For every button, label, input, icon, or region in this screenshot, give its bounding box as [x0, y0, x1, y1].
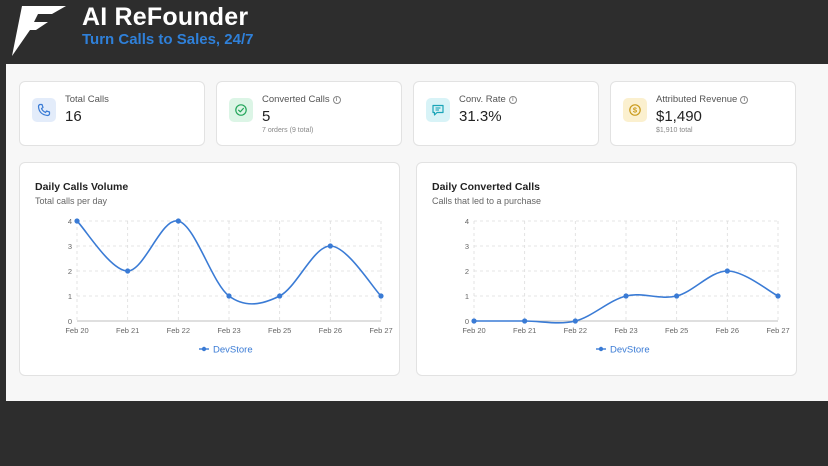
data-point [226, 293, 232, 299]
stat-value: 31.3% [459, 108, 502, 125]
stat-card-converted-calls: Converted Calls i 5 7 orders (9 total) [216, 81, 402, 146]
x-tick-label: Feb 21 [116, 326, 139, 335]
x-tick-label: Feb 27 [369, 326, 392, 335]
y-tick-label: 3 [465, 242, 469, 251]
y-tick-label: 1 [68, 292, 72, 301]
y-tick-label: 2 [68, 267, 72, 276]
x-tick-label: Feb 20 [462, 326, 485, 335]
check-circle-icon [229, 98, 253, 122]
stat-value: $1,490 [656, 108, 702, 125]
logo-icon [12, 6, 66, 56]
chart-title: Daily Converted Calls [432, 181, 540, 193]
x-tick-label: Feb 21 [513, 326, 536, 335]
chart-title: Daily Calls Volume [35, 181, 129, 193]
calls-volume-chart-card: Daily Calls Volume Total calls per day 0… [19, 162, 400, 376]
y-tick-label: 3 [68, 242, 72, 251]
info-icon[interactable]: i [740, 96, 749, 104]
y-tick-label: 2 [465, 267, 469, 276]
converted-calls-chart: 0 1 2 3 4 Feb 20 Feb 21 Feb 22 Feb 23 Feb 25 Feb 2… [462, 217, 789, 356]
y-tick-label: 0 [465, 317, 469, 326]
stat-value: 16 [65, 108, 82, 125]
legend-label: DevStore [213, 345, 253, 356]
stat-subtext: $1,910 total [656, 127, 693, 134]
x-tick-label: Feb 27 [766, 326, 789, 335]
data-point [623, 293, 629, 299]
converted-calls-chart-card: Daily Converted Calls Calls that led to … [416, 162, 797, 376]
data-point [471, 318, 477, 324]
data-point [378, 293, 384, 299]
data-point [572, 318, 578, 324]
x-tick-label: Feb 22 [564, 326, 587, 335]
data-point [125, 268, 131, 274]
x-tick-label: Feb 23 [217, 326, 240, 335]
legend-label: DevStore [610, 345, 650, 356]
chart-subtitle: Calls that led to a purchase [432, 196, 542, 206]
calls-volume-chart: 0 1 2 3 4 Feb 20 Feb 21 Feb 22 Feb 23 Feb 25 Feb 2… [65, 217, 392, 356]
phone-icon [32, 98, 56, 122]
x-tick-label: Feb 23 [614, 326, 637, 335]
stat-card-total-calls: Total Calls 16 [19, 81, 205, 146]
stat-label: Attributed Revenue i [656, 94, 749, 105]
x-tick-label: Feb 26 [319, 326, 342, 335]
chart-subtitle: Total calls per day [35, 196, 108, 206]
x-tick-label: Feb 25 [268, 326, 291, 335]
legend-marker [598, 346, 604, 352]
stat-label: Conv. Rate i [459, 94, 517, 105]
info-icon[interactable]: i [332, 96, 341, 104]
data-point [175, 218, 181, 224]
dollar-icon: $ [623, 98, 647, 122]
stat-subtext: 7 orders (9 total) [262, 127, 314, 134]
stat-label: Converted Calls i [262, 94, 341, 105]
app-tagline: Turn Calls to Sales, 24/7 [82, 31, 254, 48]
info-icon[interactable]: i [508, 96, 517, 104]
y-tick-label: 4 [68, 217, 72, 226]
dashboard-panel: Total Calls 16 Converted Calls i 5 7 orde… [6, 64, 828, 401]
x-tick-label: Feb 26 [716, 326, 739, 335]
stat-card-attributed-revenue: $ Attributed Revenue i $1,490 $1,910 tota… [610, 81, 796, 146]
y-tick-label: 0 [68, 317, 72, 326]
app-header: AI ReFounder Turn Calls to Sales, 24/7 [0, 0, 828, 64]
data-point [724, 268, 730, 274]
stat-label: Total Calls [65, 94, 109, 105]
data-point [74, 218, 80, 224]
x-tick-label: Feb 20 [65, 326, 88, 335]
message-icon [426, 98, 450, 122]
data-point [775, 293, 781, 299]
stat-card-conv-rate: Conv. Rate i 31.3% [413, 81, 599, 146]
x-tick-label: Feb 22 [167, 326, 190, 335]
y-tick-label: 4 [465, 217, 469, 226]
app-title: AI ReFounder [82, 3, 249, 31]
svg-text:$: $ [633, 106, 638, 115]
data-point [277, 293, 283, 299]
bottom-bar [0, 401, 828, 466]
data-point [522, 318, 528, 324]
data-point [674, 293, 680, 299]
data-point [327, 243, 333, 249]
stat-value: 5 [262, 108, 271, 125]
legend-marker [201, 346, 207, 352]
y-tick-label: 1 [465, 292, 469, 301]
x-tick-label: Feb 25 [665, 326, 688, 335]
